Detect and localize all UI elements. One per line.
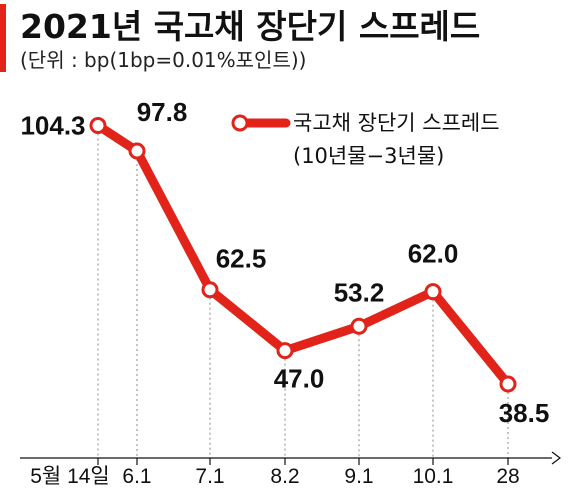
data-label: 62.0 — [408, 239, 459, 269]
drop-lines — [97, 133, 509, 458]
data-label: 38.5 — [499, 398, 550, 428]
data-labels: 104.3 97.8 62.5 47.0 53.2 62.0 38.5 — [20, 97, 549, 428]
data-point — [350, 317, 368, 335]
x-tick-label: 8.2 — [270, 465, 299, 488]
title-accent-bar — [0, 4, 6, 72]
x-axis: 5월 14일 6.1 7.1 8.2 9.1 10.1 28 — [20, 451, 561, 488]
data-label: 47.0 — [274, 364, 325, 394]
data-point — [201, 281, 219, 299]
chart-title: 2021년 국고채 장단기 스프레드 — [20, 7, 480, 46]
x-tick-label: 28 — [496, 465, 519, 488]
x-tick-label: 5월 14일 — [30, 465, 110, 488]
x-axis-arrow — [551, 451, 561, 465]
data-label: 97.8 — [137, 97, 188, 127]
x-tick-label: 9.1 — [344, 465, 373, 488]
legend-sublabel: (10년물−3년물) — [293, 144, 444, 168]
data-label: 53.2 — [334, 277, 385, 307]
legend-marker — [231, 114, 249, 132]
legend: 국고채 장단기 스프레드 (10년물−3년물) — [231, 111, 500, 168]
x-tick-label: 7.1 — [195, 465, 224, 488]
x-tick-label: 6.1 — [122, 465, 151, 488]
data-point — [128, 142, 146, 160]
x-tick-label: 10.1 — [413, 465, 454, 488]
data-point — [89, 117, 107, 134]
data-point — [424, 283, 442, 301]
data-point — [499, 375, 517, 393]
chart-subtitle: (단위 : bp(1bp=0.01%포인트)) — [20, 48, 306, 72]
data-points — [89, 117, 517, 393]
data-point — [276, 342, 294, 360]
legend-label: 국고채 장단기 스프레드 — [293, 111, 500, 135]
data-label: 104.3 — [20, 111, 85, 141]
data-label: 62.5 — [216, 244, 267, 274]
